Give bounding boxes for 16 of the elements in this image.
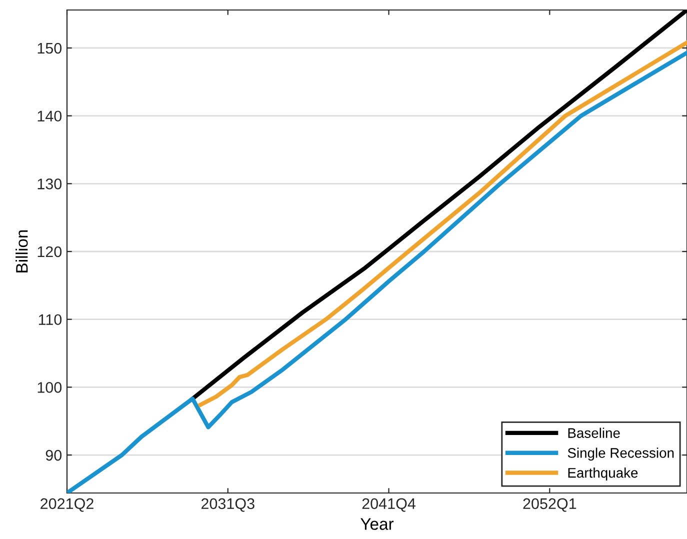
x-tick-label: 2031Q3 [201, 498, 254, 512]
x-tick-label: 2052Q1 [523, 498, 576, 512]
y-tick-label: 140 [38, 110, 62, 122]
y-tick-label: 110 [38, 314, 62, 326]
legend-label: Baseline [568, 428, 620, 438]
x-tick-label: 2041Q4 [362, 498, 416, 512]
legend-label: Earthquake [568, 468, 638, 480]
y-tick-label: 150 [38, 42, 62, 54]
legend-label: Single Recession [568, 448, 674, 461]
y-tick-label: 130 [38, 178, 62, 190]
y-tick-label: 100 [38, 382, 62, 393]
x-axis-title: Year [360, 518, 394, 530]
y-tick-label: 90 [46, 450, 62, 461]
x-tick-label: 2021Q2 [40, 498, 94, 512]
y-axis-title: Billion [16, 230, 28, 272]
y-tick-label: 120 [38, 246, 62, 258]
